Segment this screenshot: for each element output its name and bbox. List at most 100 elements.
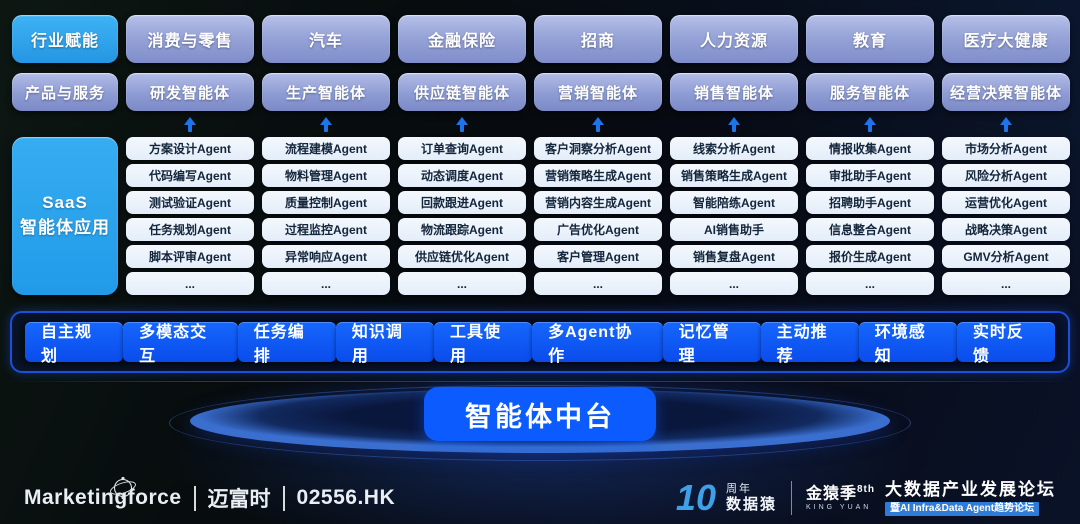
- anniversary-label: 周年: [725, 483, 752, 496]
- saas-panel-title-line1: SaaS: [42, 193, 88, 213]
- agent-cell: 信息整合Agent: [806, 218, 934, 241]
- capability-item: 主动推荐: [760, 322, 859, 365]
- capability-item: 工具使用: [433, 322, 533, 365]
- forum-subtitle: 暨AI Infra&Data Agent趋势论坛: [885, 502, 1040, 516]
- award-name: 金猿季8th: [805, 484, 875, 503]
- agent-cell-more: ...: [942, 272, 1070, 295]
- up-arrow-icon: [592, 116, 604, 132]
- globe-icon: [110, 476, 136, 500]
- product-item: 营销智能体: [534, 73, 662, 111]
- agent-cell: 市场分析Agent: [942, 137, 1070, 160]
- agent-cell: 营销内容生成Agent: [534, 191, 662, 214]
- agent-cell: 回款跟进Agent: [398, 191, 526, 214]
- up-arrow-icon: [456, 116, 468, 132]
- agent-cell-more: ...: [806, 272, 934, 295]
- agent-cell: 质量控制Agent: [262, 191, 390, 214]
- agent-cell: 招聘助手Agent: [806, 191, 934, 214]
- award-subtitle: KING YUAN: [805, 503, 872, 511]
- capability-item: 环境感知: [858, 322, 957, 365]
- capability-item: 知识调用: [335, 322, 434, 365]
- capability-item: 记忆管理: [662, 322, 761, 365]
- marketingforce-logo: Marketingforce 迈富时 02556.HK: [24, 476, 396, 513]
- up-arrow-icon: [184, 116, 196, 132]
- agent-cell: 过程监控Agent: [262, 218, 390, 241]
- agent-cell: 客户管理Agent: [534, 245, 662, 268]
- agent-cell: 线索分析Agent: [670, 137, 798, 160]
- product-item: 经营决策智能体: [942, 73, 1070, 111]
- capability-item: 实时反馈: [956, 322, 1055, 365]
- agent-cell: GMV分析Agent: [942, 245, 1070, 268]
- agent-cell: 流程建模Agent: [262, 137, 390, 160]
- platform-stage: 智能体中台: [0, 375, 1080, 461]
- footer-divider: [790, 481, 792, 515]
- industry-item: 教育: [806, 15, 934, 63]
- agent-cell-more: ...: [126, 272, 254, 295]
- agent-cell: 运营优化Agent: [942, 191, 1070, 214]
- agent-cell: AI销售助手: [670, 218, 798, 241]
- footer-divider: [282, 485, 285, 511]
- agent-cell-more: ...: [534, 272, 662, 295]
- brand-name: Marketingforce: [24, 486, 182, 509]
- agent-cell: 物流跟踪Agent: [398, 218, 526, 241]
- agent-cell: 物料管理Agent: [262, 164, 390, 187]
- media-brand: 数据猿: [725, 495, 777, 513]
- agent-cell: 广告优化Agent: [534, 218, 662, 241]
- agent-cell: 动态调度Agent: [398, 164, 526, 187]
- product-item: 销售智能体: [670, 73, 798, 111]
- agent-cell: 报价生成Agent: [806, 245, 934, 268]
- capability-bar: 自主规划 多模态交互 任务编排 知识调用 工具使用 多Agent协作 记忆管理 …: [10, 311, 1070, 373]
- industry-item: 消费与零售: [126, 15, 254, 63]
- header-grid: 行业赋能 消费与零售 汽车 金融保险 招商 人力资源 教育 医疗大健康 产品与服…: [0, 0, 1080, 111]
- agent-cell: 脚本评审Agent: [126, 245, 254, 268]
- platform-ellipse-ring: [169, 385, 911, 461]
- saas-panel-title-line2: 智能体应用: [20, 218, 110, 237]
- agent-cell: 销售策略生成Agent: [670, 164, 798, 187]
- agent-cell: 审批助手Agent: [806, 164, 934, 187]
- agent-cell: 任务规划Agent: [126, 218, 254, 241]
- agent-cell-more: ...: [262, 272, 390, 295]
- industry-row-label: 行业赋能: [12, 15, 118, 63]
- product-item: 服务智能体: [806, 73, 934, 111]
- product-item: 供应链智能体: [398, 73, 526, 111]
- agent-cell: 订单查询Agent: [398, 137, 526, 160]
- stage-floor-line: [0, 381, 1080, 382]
- agent-cell: 销售复盘Agent: [670, 245, 798, 268]
- agent-cell: 代码编写Agent: [126, 164, 254, 187]
- agent-grid: SaaS 智能体应用 方案设计Agent 流程建模Agent 订单查询Agent…: [0, 137, 1080, 295]
- agent-cell-more: ...: [398, 272, 526, 295]
- industry-item: 汽车: [262, 15, 390, 63]
- agent-cell: 测试验证Agent: [126, 191, 254, 214]
- up-arrow-icon: [864, 116, 876, 132]
- up-arrow-icon: [1000, 116, 1012, 132]
- product-row-label: 产品与服务: [12, 73, 118, 111]
- industry-item: 招商: [534, 15, 662, 63]
- up-arrow-icon: [320, 116, 332, 132]
- agent-cell: 方案设计Agent: [126, 137, 254, 160]
- capability-item: 多模态交互: [123, 322, 238, 365]
- agent-cell: 情报收集Agent: [806, 137, 934, 160]
- product-item: 研发智能体: [126, 73, 254, 111]
- industry-item: 金融保险: [398, 15, 526, 63]
- agent-cell: 风险分析Agent: [942, 164, 1070, 187]
- award-edition: 8th: [857, 484, 875, 496]
- footer-divider: [193, 485, 196, 511]
- agent-cell: 战略决策Agent: [942, 218, 1070, 241]
- agent-middle-platform-label: 智能体中台: [424, 387, 656, 441]
- capability-item: 自主规划: [25, 322, 124, 365]
- product-item: 生产智能体: [262, 73, 390, 111]
- forum-title: 大数据产业发展论坛: [885, 480, 1056, 500]
- footer: Marketingforce 迈富时 02556.HK 10 周年 数据猿 金猿…: [0, 476, 1080, 516]
- industry-item: 医疗大健康: [942, 15, 1070, 63]
- anniversary-number: 10: [675, 477, 716, 518]
- agent-cell: 营销策略生成Agent: [534, 164, 662, 187]
- up-arrow-icon: [728, 116, 740, 132]
- event-logos: 10 周年 数据猿 金猿季8th KING YUAN 大数据产业发展论坛 暨AI…: [676, 480, 1056, 516]
- agent-cell: 客户洞察分析Agent: [534, 137, 662, 160]
- saas-panel: SaaS 智能体应用: [12, 137, 118, 295]
- agent-cell: 异常响应Agent: [262, 245, 390, 268]
- industry-item: 人力资源: [670, 15, 798, 63]
- arrow-row: [0, 113, 1080, 135]
- stock-ticker: 02556.HK: [296, 486, 396, 509]
- capability-item: 任务编排: [237, 322, 336, 365]
- company-name: 迈富时: [207, 488, 271, 511]
